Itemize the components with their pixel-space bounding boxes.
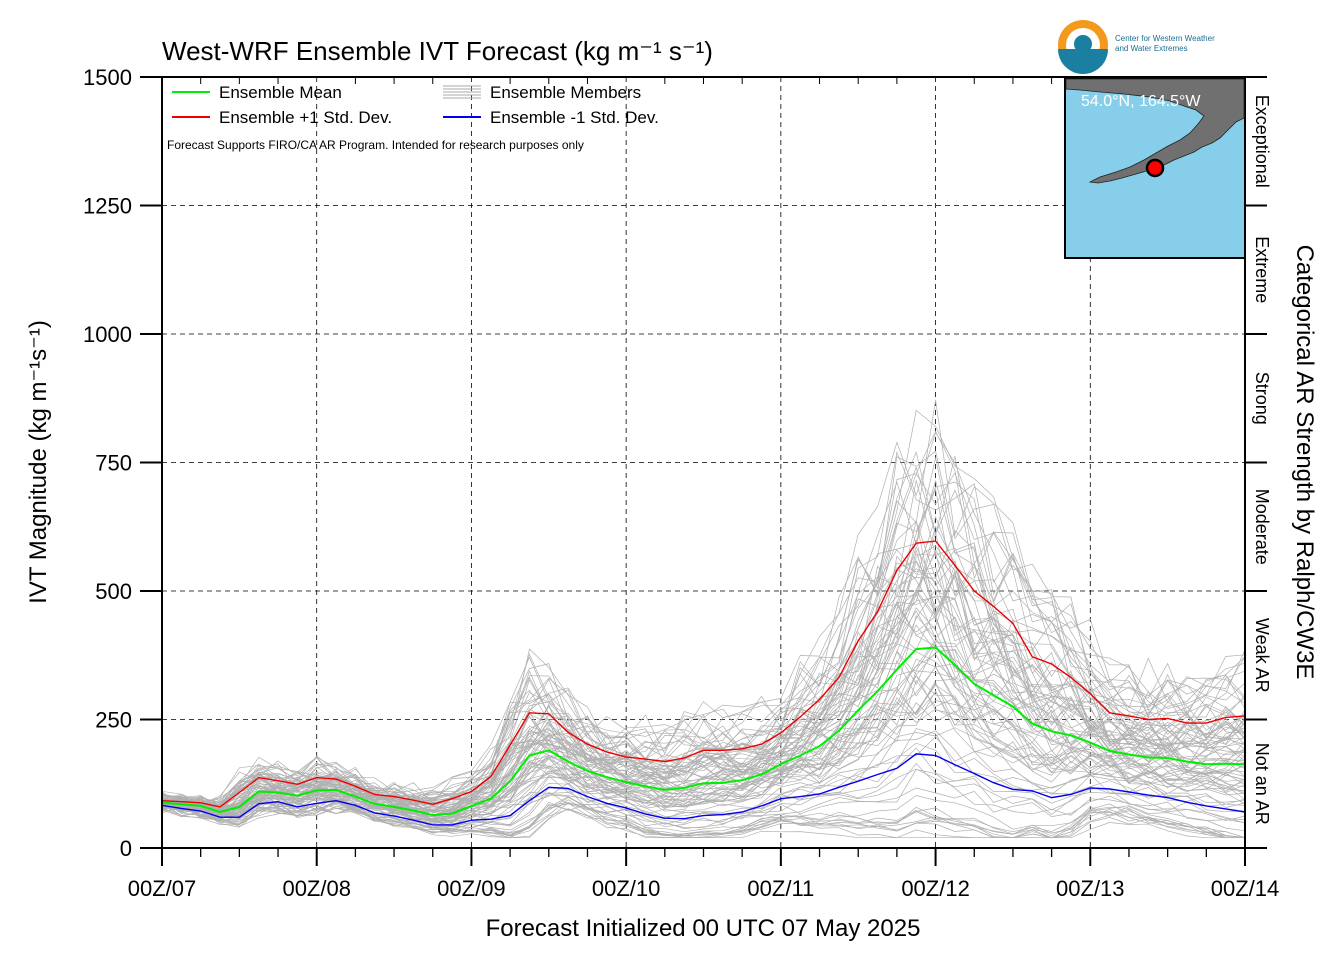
ensemble-member-line (161, 615, 1246, 817)
legend: Ensemble Mean Ensemble +1 Std. Dev. Ense… (167, 83, 659, 152)
inset-map-location-label: 54.0°N, 164.5°W (1081, 93, 1201, 110)
ensemble-member-line (161, 569, 1246, 811)
ensemble-member-line (161, 577, 1246, 812)
y-tick-label: 1000 (83, 322, 132, 347)
ensemble-member-line (161, 451, 1246, 807)
category-label: Not an AR (1252, 743, 1272, 825)
ensemble-member-line (161, 409, 1246, 805)
ensemble-member-line (161, 472, 1246, 810)
ensemble-stat-lines (161, 540, 1246, 826)
ensemble-member-line (161, 550, 1246, 807)
category-label: Strong (1252, 372, 1272, 425)
series-line-ensemble-1-std-dev- (161, 540, 1246, 808)
legend-swatch-members (443, 85, 481, 99)
y-tick-label: 500 (95, 579, 132, 604)
ensemble-member-line (161, 795, 1246, 833)
ensemble-member-line (161, 642, 1246, 816)
x-tick-label: 00Z/08 (282, 876, 351, 901)
legend-label-plus-std: Ensemble +1 Std. Dev. (219, 108, 392, 127)
legend-label-minus-std: Ensemble -1 Std. Dev. (490, 108, 659, 127)
ensemble-member-line (161, 547, 1246, 808)
ensemble-member-line (161, 768, 1246, 831)
x-tick-label: 00Z/07 (128, 876, 197, 901)
ensemble-member-line (161, 539, 1246, 809)
category-label: Exceptional (1252, 95, 1272, 188)
y-tick-label: 250 (95, 708, 132, 733)
x-tick-label: 00Z/10 (592, 876, 661, 901)
right-axis-label: Categorical AR Strength by Ralph/CW3E (1291, 245, 1318, 680)
ensemble-member-line (161, 678, 1246, 818)
ensemble-member-line (161, 624, 1246, 820)
ensemble-member-line (161, 747, 1246, 827)
x-tick-label: 00Z/12 (901, 876, 970, 901)
location-marker (1145, 158, 1165, 178)
legend-label-mean: Ensemble Mean (219, 83, 342, 102)
category-label: Extreme (1252, 236, 1272, 303)
series-line-ensemble-mean (161, 646, 1246, 817)
ensemble-member-line (161, 555, 1246, 808)
logo-text-line1: Center for Western Weather (1115, 34, 1215, 43)
x-axis-label: Forecast Initialized 00 UTC 07 May 2025 (486, 915, 921, 942)
category-label: Moderate (1252, 489, 1272, 565)
water-drop-icon (1074, 35, 1092, 53)
y-tick-label: 1250 (83, 194, 132, 219)
legend-label-members: Ensemble Members (490, 83, 641, 102)
chart-title: West-WRF Ensemble IVT Forecast (kg m⁻¹ s… (162, 36, 713, 66)
x-tick-label: 00Z/09 (437, 876, 506, 901)
logo-text-line2: and Water Extremes (1115, 44, 1188, 53)
ensemble-member-line (161, 450, 1246, 807)
ensemble-member-line (161, 641, 1246, 822)
cw3e-logo: Center for Western Weather and Water Ext… (1058, 20, 1215, 74)
ensemble-member-line (161, 690, 1246, 822)
ensemble-member-line (161, 787, 1246, 829)
ensemble-member-line (161, 800, 1246, 838)
x-tick-label: 00Z/13 (1056, 876, 1125, 901)
inset-map: 54.0°N, 164.5°W (1064, 77, 1246, 259)
ensemble-member-line (161, 702, 1246, 824)
ensemble-member-line (161, 520, 1246, 811)
y-tick-label: 0 (120, 836, 132, 861)
tick-labels: 00Z/07 00Z/08 00Z/09 00Z/10 00Z/11 00Z/12 00Z/… (83, 65, 1279, 901)
x-tick-label: 00Z/11 (747, 876, 814, 901)
ensemble-member-line (161, 736, 1246, 827)
ensemble-member-line (161, 769, 1246, 831)
ensemble-member-line (161, 551, 1246, 814)
grid-lines (162, 77, 1245, 848)
ensemble-member-line (161, 802, 1245, 839)
x-tick-label: 00Z/14 (1211, 876, 1280, 901)
ensemble-member-lines (161, 399, 1246, 839)
category-label: Weak AR (1252, 618, 1272, 693)
ensemble-member-line (161, 480, 1246, 810)
inset-map-land (1065, 78, 1245, 184)
ensemble-member-line (161, 802, 1246, 839)
axes (140, 76, 1267, 866)
y-tick-label: 1500 (83, 65, 132, 90)
series-line-ensemble-1-std-dev- (161, 753, 1246, 826)
category-labels: Not an AR Weak AR Moderate Strong Extreme Exc… (1252, 95, 1272, 825)
ensemble-member-line (161, 481, 1246, 809)
ensemble-member-line (161, 399, 1246, 803)
y-axis-label: IVT Magnitude (kg m⁻¹s⁻¹) (25, 320, 52, 604)
ensemble-member-line (161, 560, 1246, 812)
y-tick-label: 750 (95, 451, 132, 476)
ensemble-member-line (161, 591, 1246, 818)
ensemble-member-line (161, 802, 1246, 839)
research-note: Forecast Supports FIRO/CA AR Program. In… (167, 138, 584, 152)
